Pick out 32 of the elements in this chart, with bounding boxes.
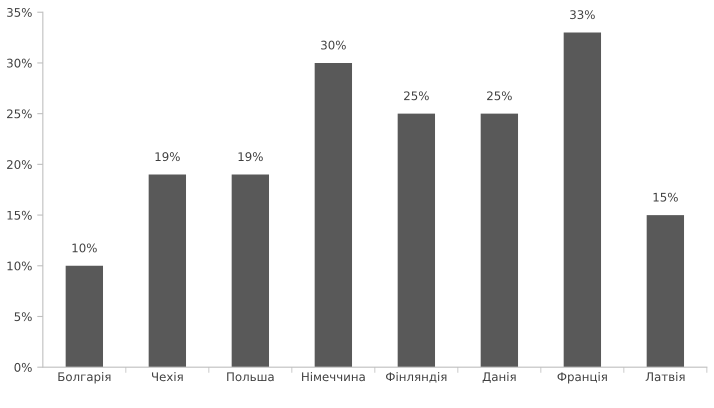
bar <box>314 62 352 368</box>
bar <box>232 174 270 368</box>
data-label: 10% <box>72 243 97 252</box>
x-tick-label: Латвія <box>646 372 685 382</box>
y-tick-label: 0% <box>14 362 32 372</box>
bar <box>398 114 436 368</box>
bar <box>66 266 104 368</box>
data-label: 25% <box>487 91 512 100</box>
data-label: 33% <box>570 10 595 20</box>
data-label: 19% <box>238 152 263 162</box>
y-tick-label: 10% <box>7 262 32 270</box>
y-tick-label: 25% <box>7 109 32 118</box>
bar <box>148 174 186 368</box>
bar <box>564 32 602 368</box>
y-tick-label: 35% <box>7 8 32 17</box>
x-tick-label: Франція <box>558 372 607 384</box>
bar <box>646 215 684 368</box>
x-tick-label: Данія <box>482 372 516 383</box>
bar <box>480 114 518 368</box>
x-tick-label: Німеччина <box>302 372 365 382</box>
y-tick-label: 30% <box>7 58 32 68</box>
data-label: 15% <box>654 192 678 202</box>
y-tick-label: 20% <box>7 160 32 170</box>
data-label: 19% <box>156 152 180 162</box>
data-label: 25% <box>404 91 429 100</box>
y-tick-label: 15% <box>7 210 32 220</box>
x-tick-label: Болгарія <box>58 372 110 384</box>
x-tick-label: Польша <box>227 372 274 382</box>
y-tick-label: 5% <box>14 312 32 322</box>
x-tick-label: Фінляндія <box>386 372 446 383</box>
x-tick-label: Чехія <box>152 372 183 382</box>
data-label: 30% <box>321 40 346 50</box>
